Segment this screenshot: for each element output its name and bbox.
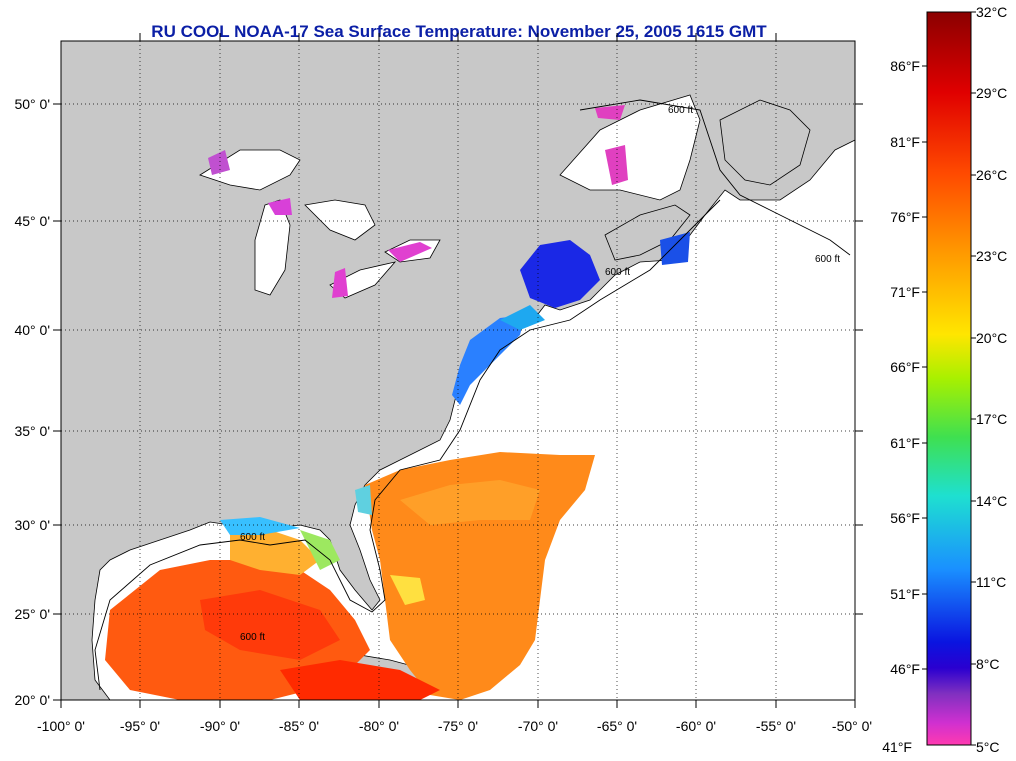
sst-warm-water [105,452,595,700]
colorbar-celsius-label: 8°C [976,656,1000,672]
colorbar-fahrenheit-label: 66°F [890,359,920,375]
longitude-labels: -100° 0' -95° 0' -90° 0' -85° 0' -80° 0'… [37,718,872,734]
colorbar-fahrenheit-label: 51°F [890,586,920,602]
lat-lon-grid [61,41,855,700]
colorbar-fahrenheit-label: 71°F [890,284,920,300]
lat-tick-label: 40° 0' [14,322,50,338]
land-newfoundland [719,99,811,186]
isobath-label: 600 ft [240,532,265,543]
colorbar-fahrenheit-label: 76°F [890,209,920,225]
isobath-label: 600 ft [668,105,693,116]
lon-tick-label: -70° 0' [518,718,558,734]
lat-tick-label: 45° 0' [14,213,50,229]
isobath-label: 600 ft [240,632,265,643]
colorbar-celsius-label: 23°C [976,248,1007,264]
colorbar-celsius-label: 14°C [976,493,1007,509]
lon-tick-label: -95° 0' [120,718,160,734]
isobath-label: 600 ft [815,254,840,265]
isobath-label: 600 ft [605,267,630,278]
colorbar-fahrenheit-label: 86°F [890,58,920,74]
lon-tick-label: -100° 0' [37,718,85,734]
sst-cold-water [208,105,690,405]
colorbar-celsius-label: 5°C [976,739,1000,755]
isobath-600ft [94,99,851,691]
lat-tick-label: 35° 0' [14,423,50,439]
lon-tick-label: -75° 0' [438,718,478,734]
land-nova-scotia [604,204,691,261]
colorbar-fahrenheit-label: 56°F [890,510,920,526]
lon-tick-label: -55° 0' [756,718,796,734]
lat-tick-label: 25° 0' [14,606,50,622]
lon-tick-label: -80° 0' [359,718,399,734]
latitude-labels: 20° 0' 25° 0' 30° 0' 35° 0' 40° 0' 45° 0… [14,96,50,708]
colorbar-fahrenheit-label: 41°F [882,739,912,755]
lat-tick-label: 20° 0' [14,692,50,708]
lon-tick-label: -65° 0' [597,718,637,734]
lon-tick-label: -50° 0' [832,718,872,734]
colorbar-fahrenheit-label: 81°F [890,134,920,150]
colorbar-celsius-label: 26°C [976,167,1007,183]
colorbar-celsius-label: 11°C [976,574,1006,590]
lat-tick-label: 30° 0' [14,517,50,533]
tick-marks [53,33,863,708]
gulf-st-lawrence [559,94,701,201]
colorbar-fahrenheit-label: 46°F [890,661,920,677]
lat-tick-label: 50° 0' [14,96,50,112]
colorbar-celsius-label: 32°C [976,4,1007,20]
isobath-labels: 600 ft 600 ft 600 ft 600 ft 600 ft [240,105,840,643]
colorbar-celsius-label: 20°C [976,330,1007,346]
colorbar-fahrenheit-label: 61°F [890,435,920,451]
colorbar-celsius-label: 29°C [976,85,1007,101]
lon-tick-label: -85° 0' [279,718,319,734]
map-title: RU COOL NOAA-17 Sea Surface Temperature:… [151,22,767,41]
lon-tick-label: -60° 0' [676,718,716,734]
colorbar: 32°C 29°C 26°C 23°C 20°C 17°C 14°C 11°C … [882,4,1007,755]
colorbar-celsius-label: 17°C [976,411,1007,427]
lon-tick-label: -90° 0' [200,718,240,734]
colorbar-gradient [926,11,972,746]
